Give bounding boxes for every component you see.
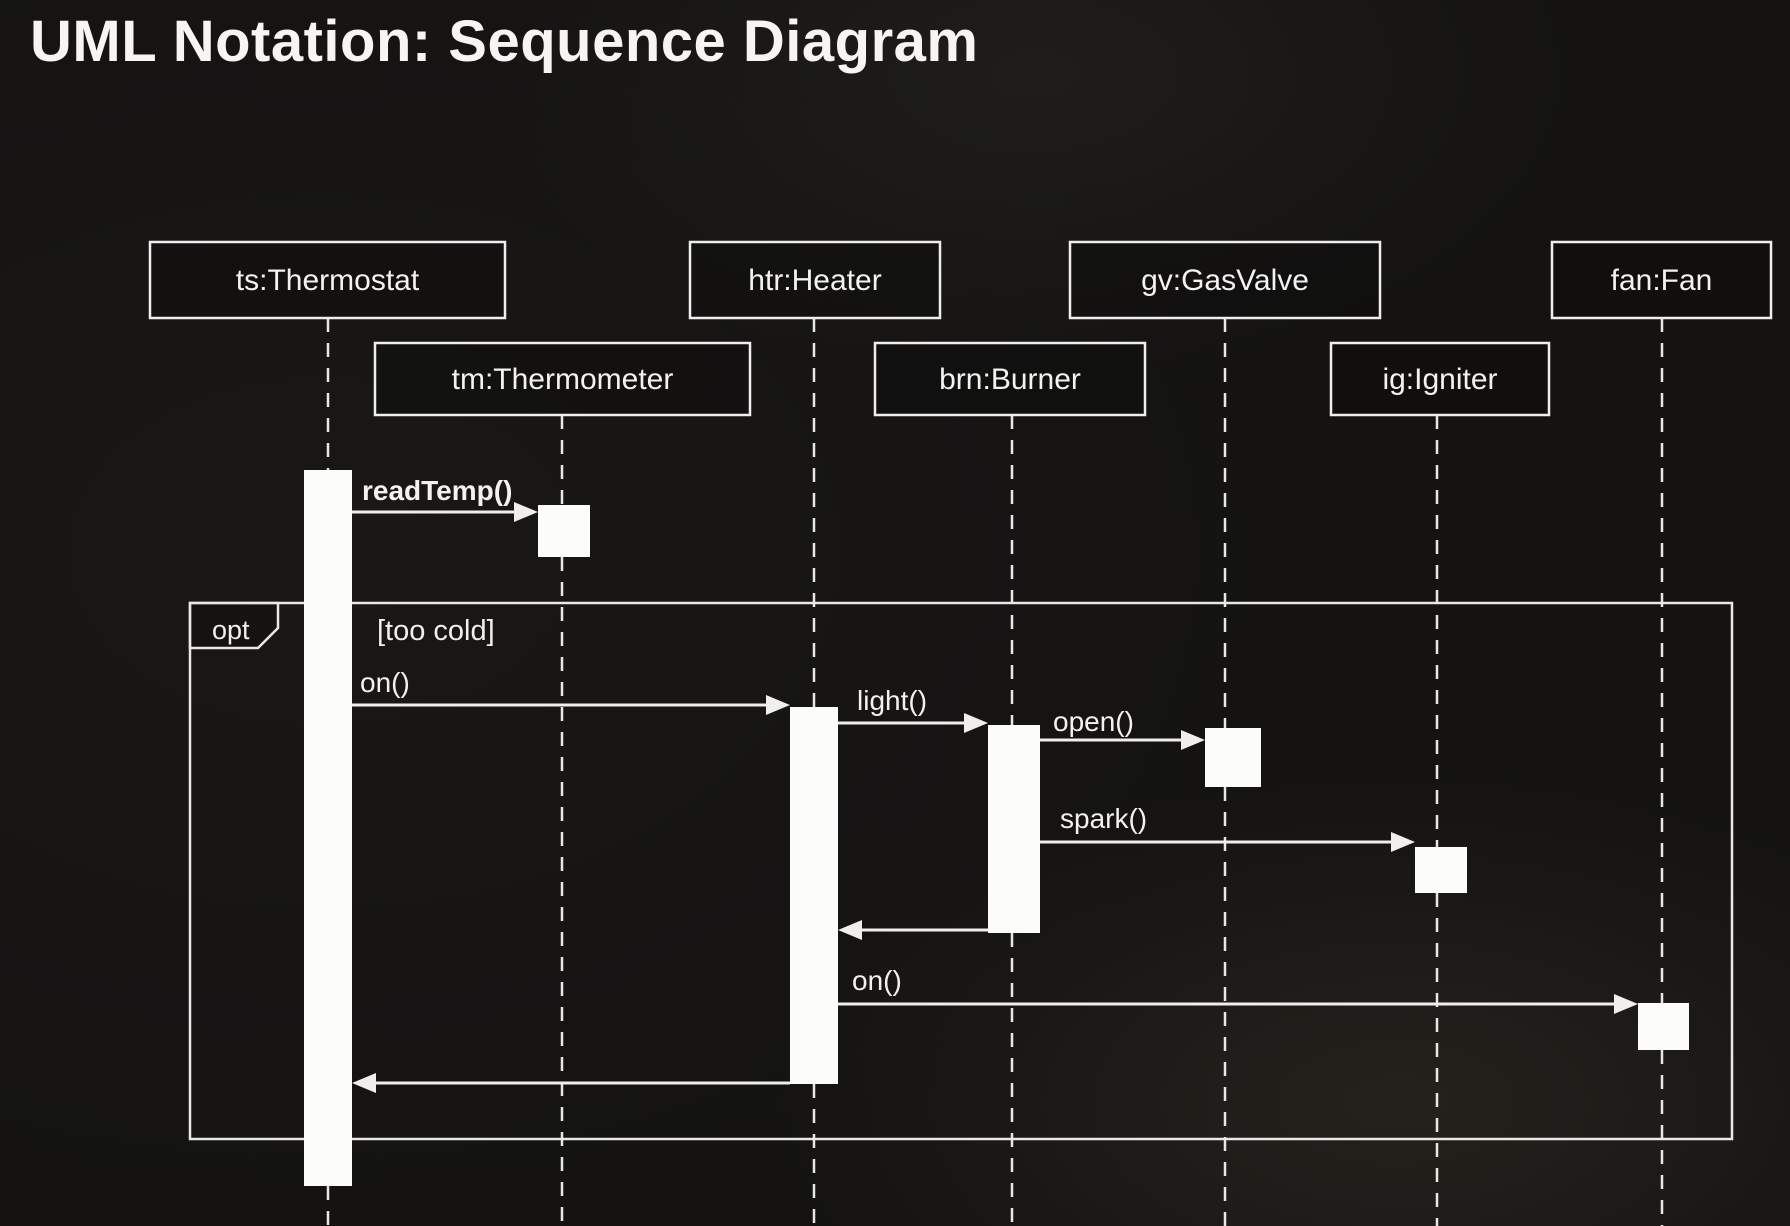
message-light-arrowhead <box>964 713 988 733</box>
return-heater-to-thermostat-arrowhead <box>352 1073 376 1093</box>
activation-igniter <box>1415 847 1467 893</box>
object-thermometer-label: tm:Thermometer <box>452 363 674 396</box>
message-spark-arrowhead <box>1391 832 1415 852</box>
activation-heater <box>790 707 838 1084</box>
message-on-fan-label: on() <box>852 965 902 996</box>
activation-gasvalve <box>1205 728 1261 787</box>
message-on-heater-arrowhead <box>766 695 790 715</box>
guard-label: [too cold] <box>377 615 495 647</box>
object-thermometer-box <box>373 341 752 417</box>
object-gasvalve-box <box>1068 240 1382 320</box>
return-burner-to-heater-arrowhead <box>838 920 862 940</box>
activation-fan <box>1638 1003 1689 1050</box>
message-spark-label: spark() <box>1060 803 1147 834</box>
object-fan-box <box>1550 240 1773 320</box>
object-thermostat-label: ts:Thermostat <box>236 264 420 297</box>
message-open-label: open() <box>1053 706 1134 737</box>
object-heater-box <box>688 240 942 320</box>
object-thermostat-box <box>148 240 507 320</box>
object-burner-label: brn:Burner <box>939 363 1081 396</box>
activation-thermostat <box>304 470 352 1186</box>
message-readtemp-arrowhead <box>514 502 538 522</box>
message-on-fan-arrowhead <box>1614 994 1638 1014</box>
message-open-arrowhead <box>1181 730 1205 750</box>
object-igniter-box <box>1329 341 1551 417</box>
message-light-label: light() <box>857 685 927 716</box>
activation-burner <box>988 725 1040 933</box>
message-readtemp-label: readTemp() <box>362 475 512 506</box>
opt-fragment <box>188 601 1734 1141</box>
object-heater-label: htr:Heater <box>748 264 881 297</box>
opt-operator-label: opt <box>212 615 250 645</box>
object-fan-label: fan:Fan <box>1611 264 1713 297</box>
object-burner-box <box>873 341 1147 417</box>
object-gasvalve-label: gv:GasValve <box>1141 264 1309 297</box>
activation-thermometer <box>538 505 590 557</box>
opt-operator-tab <box>188 601 280 650</box>
object-igniter-label: ig:Igniter <box>1382 363 1497 396</box>
page-title: UML Notation: Sequence Diagram <box>30 9 979 74</box>
message-on-heater-label: on() <box>360 667 410 698</box>
